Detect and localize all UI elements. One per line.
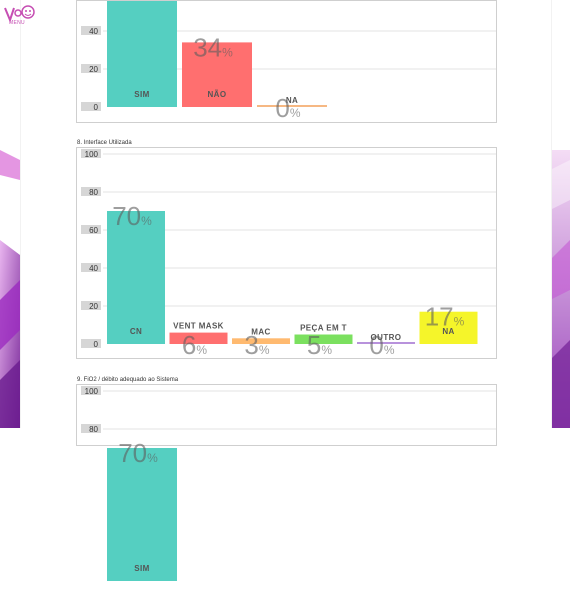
category-label: NA [442, 327, 454, 336]
y-tick-label: 100 [85, 150, 99, 159]
y-tick-box [81, 102, 101, 111]
value-unit: % [141, 214, 152, 228]
category-label: PEÇA EM T [300, 324, 347, 333]
value-label: 70% [112, 201, 152, 231]
value-label: 34% [193, 32, 233, 62]
category-label: VENT MASK [173, 322, 224, 331]
y-tick-label: 40 [89, 264, 98, 273]
right-decoration-art [550, 150, 570, 428]
brand-logo-art [4, 5, 35, 23]
category-label: CN [130, 327, 142, 336]
y-tick-label: 20 [89, 65, 98, 74]
y-tick-box [81, 26, 101, 35]
y-tick-label: 80 [89, 188, 98, 197]
bar [169, 332, 228, 344]
value-label: 6% [182, 330, 207, 358]
y-tick-box [81, 149, 101, 158]
category-label: SIM [134, 564, 149, 573]
y-tick-box [81, 339, 101, 348]
chart-panel-1: 0 20 40 SIM NÃO 34% NA 0% [76, 0, 497, 123]
category-label: NA [286, 96, 298, 105]
bar [419, 311, 478, 344]
value-unit: % [259, 343, 270, 357]
value-label: 5% [307, 330, 332, 358]
y-tick-box [81, 225, 101, 234]
section-title-8: 8. Interface Utilizada [77, 140, 132, 146]
y-tick-label: 100 [85, 387, 99, 396]
category-label: NÃO [208, 90, 227, 99]
y-tick-box [81, 386, 101, 395]
y-tick-label: 40 [89, 27, 98, 36]
brand-logo-icon[interactable] [2, 2, 36, 28]
value-unit: % [222, 45, 233, 59]
y-tick-box [81, 64, 101, 73]
y-tick-box [81, 263, 101, 272]
value-label: 70% [118, 438, 158, 468]
y-tick-label: 0 [94, 103, 99, 112]
chart-3-svg: 80 100 SIM 70% [81, 386, 496, 581]
value-unit: % [384, 343, 395, 357]
bar [182, 42, 252, 107]
value-unit: % [454, 315, 465, 329]
y-tick-box [81, 187, 101, 196]
left-decoration [0, 0, 20, 428]
value-unit: % [147, 451, 158, 465]
bar [294, 334, 353, 344]
y-tick-box [81, 301, 101, 310]
y-tick-label: 0 [94, 340, 99, 349]
bar [107, 211, 165, 344]
y-tick-label: 80 [89, 425, 98, 434]
menu-label[interactable]: MENU [9, 20, 25, 26]
chart-panel-2: 0 20 40 60 80 100 CN 70% VENT MASK 6% MAC 3% PEÇA EM… [76, 147, 497, 360]
value-unit: % [290, 106, 301, 120]
value-unit: % [321, 343, 332, 357]
category-label: MAC [251, 327, 270, 336]
bar [232, 338, 290, 344]
right-decoration [550, 0, 570, 428]
category-label: SIM [134, 90, 149, 99]
chart-panel-3: 80 100 SIM 70% [76, 384, 497, 581]
section-title-9: 9. FiO2 / débito adequado ao Sistema [77, 377, 179, 383]
value-unit: % [196, 343, 207, 357]
category-label: OUTRO [371, 333, 402, 342]
y-tick-label: 20 [89, 302, 98, 311]
bar [107, 0, 177, 108]
left-decoration-art [0, 150, 20, 428]
y-tick-label: 60 [89, 226, 98, 235]
